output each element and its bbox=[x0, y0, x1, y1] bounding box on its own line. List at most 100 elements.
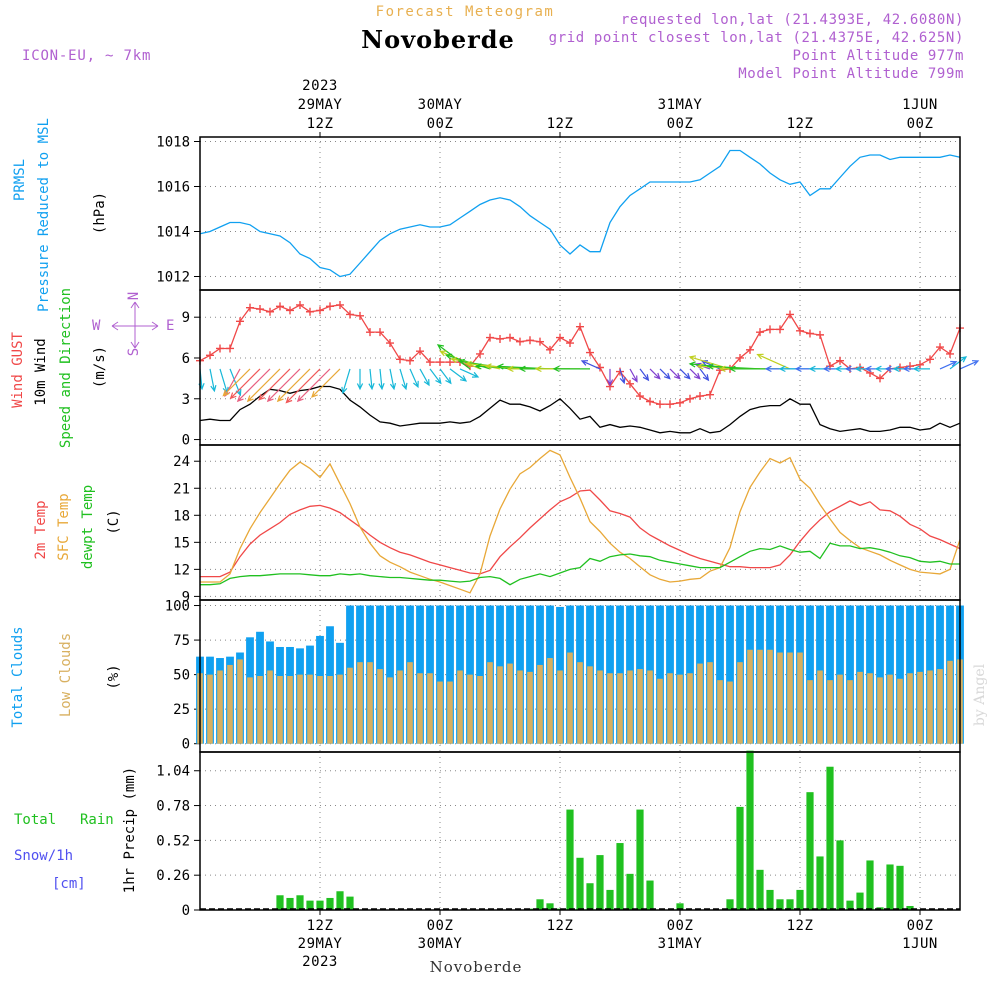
bar-low-clouds bbox=[367, 662, 373, 744]
wind-direction-arrow bbox=[222, 368, 251, 397]
gust-marker bbox=[586, 348, 594, 357]
y-tick-label: 21 bbox=[173, 481, 190, 497]
bar-low-clouds bbox=[667, 673, 673, 744]
bar-low-clouds bbox=[587, 666, 593, 744]
compass-east: E bbox=[166, 318, 174, 334]
wind-direction-arrow bbox=[959, 360, 980, 370]
top-time-label: 1JUN bbox=[902, 97, 938, 113]
gust-marker bbox=[246, 303, 254, 312]
bar-low-clouds bbox=[897, 678, 903, 744]
bar-total-rain bbox=[746, 750, 754, 910]
gust-marker bbox=[366, 328, 374, 337]
y-tick-label: 12 bbox=[173, 562, 190, 578]
bar-low-clouds bbox=[937, 669, 943, 744]
snow-label: Snow/1h bbox=[14, 848, 73, 864]
bar-total-rain bbox=[856, 892, 864, 910]
gust-marker bbox=[766, 325, 774, 334]
bar-total-rain bbox=[796, 889, 804, 910]
bar-low-clouds bbox=[617, 673, 623, 744]
top-time-label: 30MAY bbox=[418, 97, 463, 113]
dewpt-temp-label: dewpt Temp bbox=[80, 485, 96, 569]
bar-low-clouds bbox=[477, 676, 483, 744]
gust-marker bbox=[446, 358, 454, 367]
bar-total-rain bbox=[806, 792, 814, 910]
y-tick-label: 1016 bbox=[156, 180, 190, 196]
y-tick-label: 9 bbox=[182, 310, 190, 326]
panels-layer: 1012 1014 1016 1018 0 3 6 9 9 12 15 18 21 24 0 25 50 75 10… bbox=[156, 135, 980, 919]
bar-low-clouds bbox=[287, 676, 293, 744]
gust-marker bbox=[316, 306, 324, 315]
compass-north: N bbox=[126, 292, 142, 300]
location-title: Novoberde bbox=[361, 25, 515, 54]
forecast-meteogram-title: Forecast Meteogram bbox=[376, 4, 555, 20]
bar-low-clouds bbox=[637, 669, 643, 744]
bar-total-clouds bbox=[896, 605, 904, 744]
bar-total-rain bbox=[286, 897, 294, 910]
bar-total-rain bbox=[336, 891, 344, 910]
gust-marker bbox=[396, 355, 404, 364]
bar-low-clouds bbox=[567, 652, 573, 744]
wind-direction-arrow bbox=[606, 368, 614, 387]
bar-total-clouds bbox=[476, 605, 484, 744]
gust-marker bbox=[326, 302, 334, 311]
gust-marker bbox=[536, 337, 544, 346]
bar-total-rain bbox=[896, 865, 904, 910]
compass-south: S bbox=[126, 348, 142, 356]
panel-pressure: 1012 1014 1016 1018 bbox=[156, 135, 961, 291]
grid-point-lonlat: grid point closest lon,lat (21.4375E, 42… bbox=[549, 30, 964, 46]
wind-direction-arrow bbox=[449, 368, 468, 382]
wind-direction-arrow bbox=[311, 368, 341, 398]
gust-marker bbox=[916, 360, 924, 369]
bar-total-clouds bbox=[726, 605, 734, 744]
top-time-label: 00Z bbox=[427, 116, 454, 132]
bar-low-clouds bbox=[807, 680, 813, 744]
bar-low-clouds bbox=[737, 662, 743, 744]
bar-low-clouds bbox=[277, 676, 283, 744]
series-line-prmsl bbox=[199, 149, 961, 278]
bar-low-clouds bbox=[927, 670, 933, 744]
bar-low-clouds bbox=[627, 670, 633, 744]
bar-total-rain bbox=[546, 903, 554, 910]
bottom-time-label: 2023 bbox=[302, 954, 338, 970]
gust-marker bbox=[646, 397, 654, 406]
bar-total-rain bbox=[536, 899, 544, 910]
gust-marker bbox=[576, 322, 584, 331]
bar-low-clouds bbox=[537, 664, 543, 744]
low-clouds-label: Low Clouds bbox=[58, 633, 74, 717]
gust-marker bbox=[706, 390, 714, 399]
bar-low-clouds bbox=[247, 677, 253, 744]
gust-marker bbox=[546, 345, 554, 354]
gust-marker bbox=[276, 302, 284, 311]
top-time-label: 12Z bbox=[547, 116, 574, 132]
wind-direction-arrow bbox=[419, 368, 430, 387]
compass-rose: W E N S bbox=[92, 292, 174, 356]
bar-total-rain bbox=[676, 903, 684, 910]
bar-total-rain bbox=[886, 864, 894, 910]
bar-low-clouds bbox=[407, 662, 413, 744]
gust-marker bbox=[476, 349, 484, 358]
bar-low-clouds bbox=[507, 663, 513, 744]
bar-low-clouds bbox=[427, 673, 433, 744]
wind-direction-arrow bbox=[689, 368, 701, 380]
bar-total-rain bbox=[306, 900, 314, 910]
gust-marker bbox=[486, 333, 494, 342]
bar-total-rain bbox=[626, 873, 634, 910]
bar-low-clouds bbox=[767, 649, 773, 744]
bar-low-clouds bbox=[377, 669, 383, 744]
bar-low-clouds bbox=[727, 681, 733, 744]
wind-direction-arrow bbox=[229, 368, 261, 400]
wind-direction-arrow bbox=[409, 368, 419, 389]
bar-total-rain bbox=[316, 900, 324, 910]
bar-total-clouds bbox=[806, 605, 814, 744]
gust-marker bbox=[226, 344, 234, 353]
bar-low-clouds bbox=[487, 662, 493, 744]
gust-marker bbox=[416, 347, 424, 356]
gust-marker bbox=[626, 379, 634, 388]
wind-direction-arrow bbox=[939, 360, 958, 370]
bottom-time-label: 00Z bbox=[907, 918, 934, 934]
bar-total-rain bbox=[816, 856, 824, 910]
top-time-label: 12Z bbox=[787, 116, 814, 132]
bar-total-rain bbox=[826, 766, 834, 910]
precip-axis-labels: Total Rain Snow/1h [cm] 1hr Precip (mm) bbox=[14, 767, 138, 893]
y-tick-label: 15 bbox=[173, 535, 190, 551]
